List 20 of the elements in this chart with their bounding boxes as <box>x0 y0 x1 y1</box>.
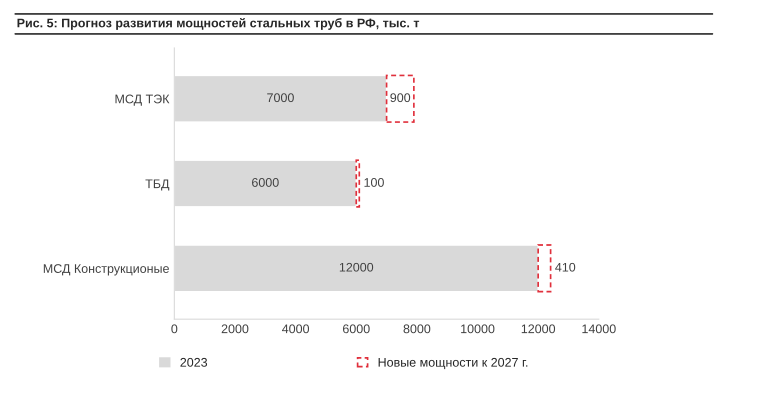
x-tick-label: 6000 <box>342 324 370 334</box>
y-tick-label: ТБД <box>145 179 170 191</box>
data-label: 7000 <box>267 93 294 102</box>
data-label: 6000 <box>252 178 279 187</box>
x-tick-label: 8000 <box>404 324 430 334</box>
legend-label: Новые мощности к 2027 г. <box>378 358 528 370</box>
chart-title: Рис. 5: Прогноз развития мощностей стальных труб в РФ, тыс. т <box>18 18 420 30</box>
data-label: 900 <box>390 93 410 102</box>
legend-label: 2023 <box>180 358 208 367</box>
data-label: 12000 <box>340 262 374 272</box>
x-tick-label: 14000 <box>582 324 616 334</box>
y-tick-label: МСД ТЭК <box>116 94 170 106</box>
x-tick-label: 10000 <box>461 324 494 334</box>
x-tick-label: 12000 <box>522 324 556 334</box>
data-label: 410 <box>555 262 576 272</box>
y-tick-label: МСД Конструкционые <box>44 264 169 276</box>
x-tick-label: 0 <box>171 324 178 334</box>
data-label: 100 <box>364 178 384 187</box>
x-tick-label: 4000 <box>282 324 310 334</box>
x-tick-label: 2000 <box>222 324 248 334</box>
